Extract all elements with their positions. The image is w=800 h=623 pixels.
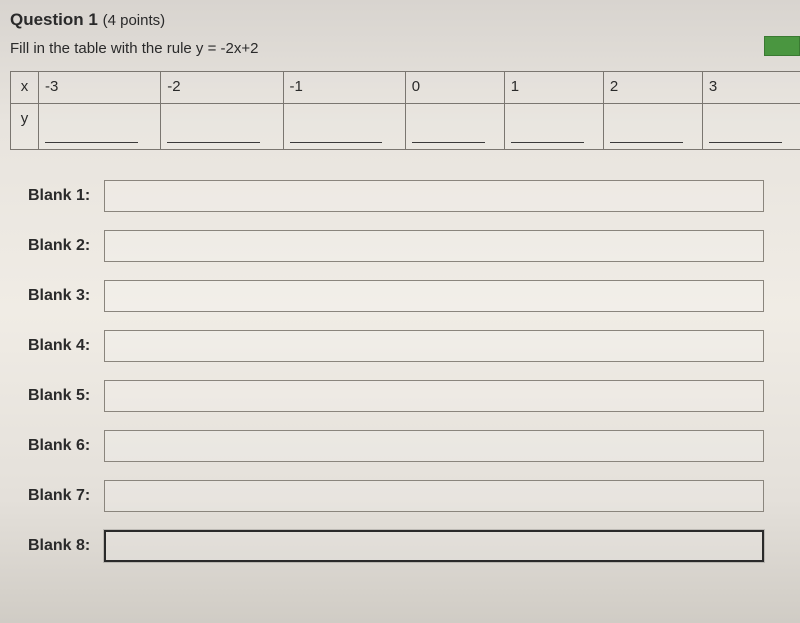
blank-row: Blank 4: — [28, 330, 790, 362]
y-cell[interactable] — [504, 104, 603, 150]
blank-label: Blank 1: — [28, 187, 104, 205]
x-cell: 2 — [603, 72, 702, 104]
x-cell: 3 — [702, 72, 800, 104]
y-cell[interactable] — [161, 104, 283, 150]
x-cell: -3 — [39, 72, 161, 104]
blank-input-1[interactable] — [104, 180, 764, 212]
table-row-x: x -3 -2 -1 0 1 2 3 — [11, 72, 800, 104]
table-row-y: y — [11, 104, 800, 150]
x-cell: -1 — [283, 72, 405, 104]
blank-input-8[interactable] — [104, 530, 764, 562]
blank-input-4[interactable] — [104, 330, 764, 362]
blank-input-7[interactable] — [104, 480, 764, 512]
underline-icon — [167, 142, 260, 143]
save-button[interactable] — [764, 36, 800, 56]
blank-row: Blank 6: — [28, 430, 790, 462]
underline-icon — [290, 142, 383, 143]
blank-label: Blank 8: — [28, 537, 104, 555]
underline-icon — [511, 142, 584, 143]
underline-icon — [412, 142, 485, 143]
x-cell: 0 — [405, 72, 504, 104]
x-cell: -2 — [161, 72, 283, 104]
row-y-header: y — [11, 104, 39, 150]
question-points: (4 points) — [103, 12, 166, 29]
underline-icon — [610, 142, 683, 143]
blank-row: Blank 5: — [28, 380, 790, 412]
blank-label: Blank 2: — [28, 237, 104, 255]
blank-row: Blank 8: — [28, 530, 790, 562]
y-cell[interactable] — [702, 104, 800, 150]
blank-input-3[interactable] — [104, 280, 764, 312]
y-cell[interactable] — [603, 104, 702, 150]
y-cell[interactable] — [405, 104, 504, 150]
blanks-section: Blank 1: Blank 2: Blank 3: Blank 4: Blan… — [28, 180, 790, 562]
blank-row: Blank 2: — [28, 230, 790, 262]
blank-row: Blank 7: — [28, 480, 790, 512]
blank-label: Blank 3: — [28, 287, 104, 305]
blank-row: Blank 1: — [28, 180, 790, 212]
blank-label: Blank 4: — [28, 337, 104, 355]
question-instruction: Fill in the table with the rule y = -2x+… — [10, 40, 790, 57]
underline-icon — [45, 142, 138, 143]
blank-label: Blank 7: — [28, 487, 104, 505]
xy-table: x -3 -2 -1 0 1 2 3 y — [10, 71, 800, 150]
blank-label: Blank 6: — [28, 437, 104, 455]
row-x-header: x — [11, 72, 39, 104]
y-cell[interactable] — [39, 104, 161, 150]
blank-input-2[interactable] — [104, 230, 764, 262]
blank-label: Blank 5: — [28, 387, 104, 405]
question-title: Question 1 (4 points) — [10, 10, 790, 30]
question-number: Question 1 — [10, 10, 98, 29]
blank-row: Blank 3: — [28, 280, 790, 312]
blank-input-6[interactable] — [104, 430, 764, 462]
x-cell: 1 — [504, 72, 603, 104]
underline-icon — [709, 142, 782, 143]
blank-input-5[interactable] — [104, 380, 764, 412]
y-cell[interactable] — [283, 104, 405, 150]
